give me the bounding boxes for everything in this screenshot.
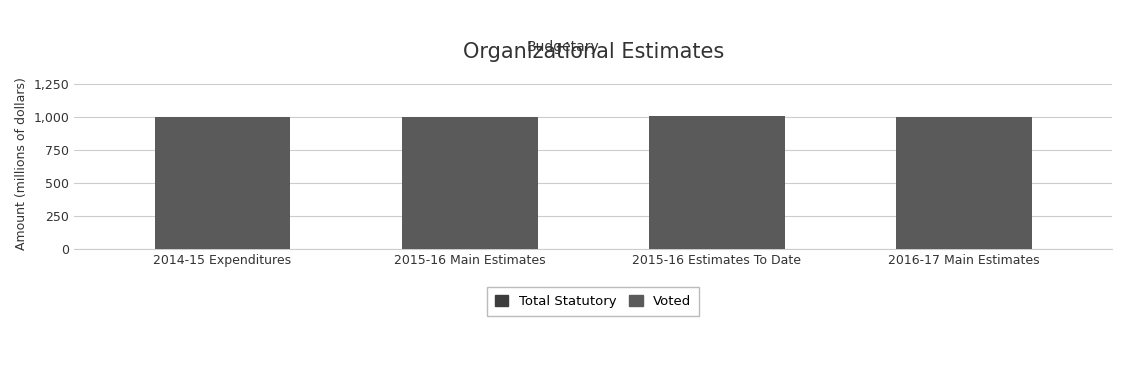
Text: Budgetary: Budgetary xyxy=(527,40,600,54)
Bar xyxy=(649,116,784,249)
Bar xyxy=(401,117,538,249)
Y-axis label: Amount (millions of dollars): Amount (millions of dollars) xyxy=(15,77,28,250)
Bar xyxy=(896,117,1031,249)
Bar xyxy=(154,117,291,249)
Legend: Total Statutory, Voted: Total Statutory, Voted xyxy=(487,287,700,316)
Title: Organizational Estimates: Organizational Estimates xyxy=(462,42,724,62)
Bar xyxy=(649,116,784,249)
Bar xyxy=(401,117,538,249)
Bar xyxy=(896,117,1031,249)
Bar xyxy=(154,117,291,249)
